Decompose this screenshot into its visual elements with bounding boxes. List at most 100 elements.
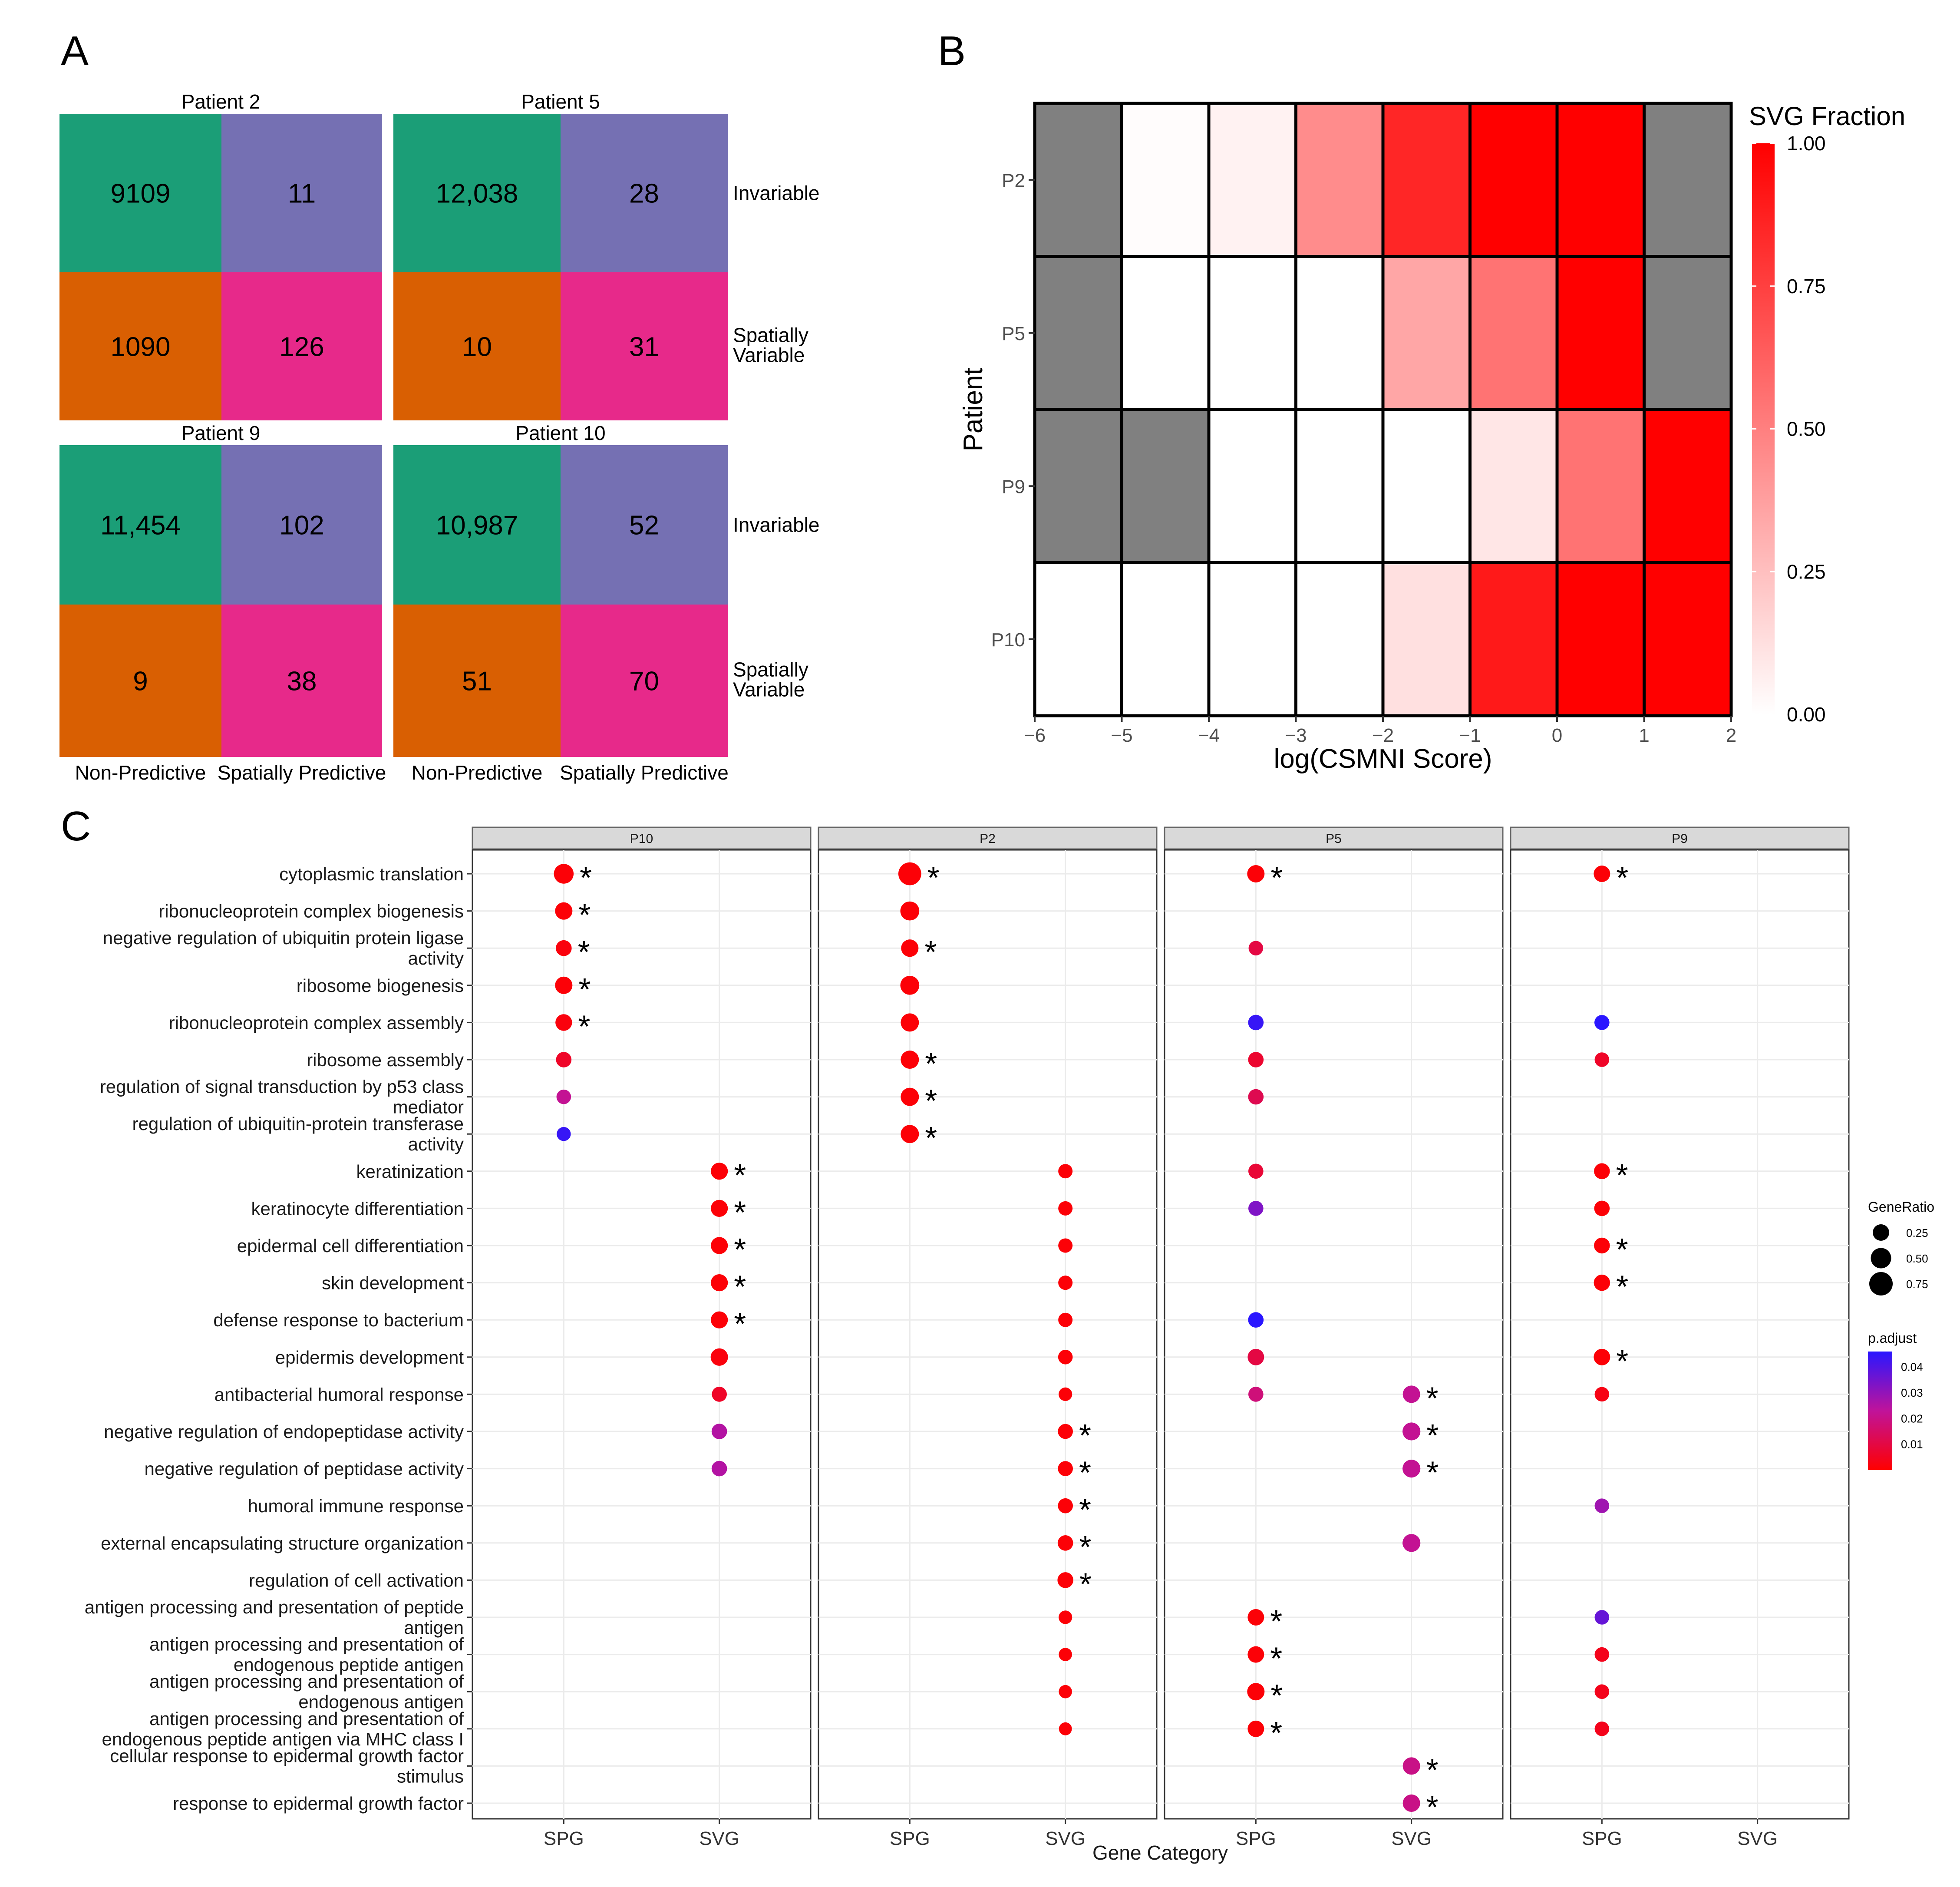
enrichment-dot: [556, 940, 572, 956]
significance-asterisk: *: [578, 972, 591, 1007]
facet-strip-label: P10: [630, 832, 653, 846]
col-label-non-predictive: Non-Predictive: [412, 761, 543, 784]
term-label: negative regulation of endopeptidase act…: [104, 1421, 464, 1442]
facet-panel: [1510, 849, 1850, 1820]
term-label: mediator: [393, 1097, 464, 1117]
significance-asterisk: *: [1079, 1530, 1091, 1565]
enrichment-dot: [1594, 1200, 1610, 1216]
contingency-cell: [561, 605, 728, 757]
enrichment-dot: [1057, 1535, 1073, 1551]
enrichment-dot: [1594, 1015, 1610, 1030]
x-tick-label: SVG: [699, 1828, 739, 1849]
enrichment-dot: [1058, 1238, 1073, 1253]
term-label: epidermis development: [275, 1347, 464, 1368]
significance-asterisk: *: [925, 1047, 937, 1081]
heatmap-cell: [1643, 408, 1733, 564]
enrichment-dot: [1594, 1052, 1610, 1067]
enrichment-dot: [901, 1013, 919, 1032]
size-legend-label: 0.25: [1906, 1226, 1928, 1239]
heatmap-cell: [1555, 408, 1646, 564]
heatmap-cell: [1555, 102, 1646, 258]
size-legend-label: 0.75: [1906, 1278, 1928, 1291]
contingency-cell: [59, 272, 221, 420]
facet-panel: [818, 849, 1158, 1820]
significance-asterisk: *: [734, 1158, 746, 1193]
enrichment-dot: [712, 1387, 727, 1402]
heatmap-cell: [1468, 255, 1559, 411]
size-legend-dot: [1869, 1272, 1893, 1295]
contingency-cell: [561, 445, 728, 605]
heatmap-cell: [1294, 408, 1385, 564]
facet-title: Patient 2: [181, 90, 261, 113]
facet-strip-label: P2: [980, 832, 996, 846]
contingency-cell: [59, 114, 221, 272]
significance-asterisk: *: [1426, 1381, 1439, 1416]
significance-asterisk: *: [1616, 1344, 1628, 1379]
y-tick-label: P2: [1002, 170, 1025, 191]
cell-value: 9109: [111, 179, 171, 209]
size-legend-dot: [1873, 1224, 1889, 1241]
x-axis-title: Gene Category: [1092, 1841, 1228, 1864]
row-label-invariable: Invariable: [733, 514, 819, 536]
significance-asterisk: *: [1270, 1679, 1283, 1713]
heatmap-cell: [1468, 102, 1559, 258]
enrichment-dot: [898, 862, 921, 886]
panel-label-a: A: [61, 28, 89, 74]
x-tick-label: SVG: [1737, 1828, 1778, 1849]
heatmap-cell: [1381, 561, 1472, 717]
enrichment-dot: [900, 975, 920, 995]
y-tick-label: P10: [991, 629, 1025, 651]
enrichment-dot: [1402, 1385, 1420, 1403]
facet-strip-label: P5: [1326, 832, 1342, 846]
enrichment-dot: [710, 1348, 728, 1366]
term-label: activity: [408, 1134, 464, 1154]
cell-value: 9: [133, 667, 148, 697]
significance-asterisk: *: [578, 935, 590, 970]
cell-value: 70: [629, 667, 659, 697]
heatmap-cell: [1643, 102, 1733, 258]
heatmap-cell: [1294, 102, 1385, 258]
facet-title: Patient 10: [515, 422, 605, 444]
facet-title: Patient 5: [521, 90, 600, 113]
significance-asterisk: *: [578, 1009, 591, 1044]
row-label-variable: Spatially: [733, 324, 808, 347]
x-tick-label: −2: [1372, 725, 1394, 746]
heatmap-cell: [1381, 255, 1472, 411]
enrichment-dot: [1594, 1348, 1610, 1365]
cell-value: 11,454: [100, 511, 181, 541]
x-tick-label: SPG: [890, 1828, 930, 1849]
term-label: response to epidermal growth factor: [173, 1793, 464, 1814]
enrichment-dot: [1594, 1610, 1610, 1625]
heatmap-cell: [1468, 408, 1559, 564]
heatmap-cell: [1207, 255, 1297, 411]
color-legend-label: 0.04: [1901, 1361, 1923, 1374]
term-label: external encapsulating structure organiz…: [101, 1533, 464, 1553]
cell-value: 11: [288, 179, 316, 209]
color-legend-bar: [1868, 1352, 1892, 1470]
term-label: keratinization: [356, 1161, 464, 1182]
x-tick-label: SPG: [544, 1828, 584, 1849]
facet-panel: [472, 849, 812, 1820]
enrichment-dot: [711, 1461, 727, 1477]
enrichment-dot: [1058, 1201, 1073, 1216]
color-legend-title: p.adjust: [1868, 1330, 1917, 1346]
size-legend-label: 0.50: [1906, 1252, 1928, 1265]
heatmap-cell: [1207, 102, 1297, 258]
enrichment-dot: [557, 1127, 571, 1141]
contingency-cell: [221, 445, 382, 605]
significance-asterisk: *: [1079, 1456, 1091, 1490]
term-label: endogenous antigen: [298, 1692, 464, 1712]
enrichment-dot: [1594, 1647, 1610, 1662]
enrichment-dot: [1247, 1348, 1264, 1365]
panel-label-c: C: [61, 803, 91, 849]
contingency-cell: [59, 445, 221, 605]
y-tick-label: P9: [1002, 476, 1025, 497]
legend-tick-label: 0.25: [1787, 560, 1826, 583]
enrichment-dot: [1058, 1424, 1073, 1439]
heatmap-cell: [1294, 561, 1385, 717]
enrichment-dot: [1594, 1722, 1610, 1736]
heatmap-cell: [1033, 561, 1123, 717]
enrichment-dot: [1248, 1201, 1264, 1216]
term-label: negative regulation of ubiquitin protein…: [103, 928, 464, 948]
enrichment-dot: [556, 1089, 571, 1104]
